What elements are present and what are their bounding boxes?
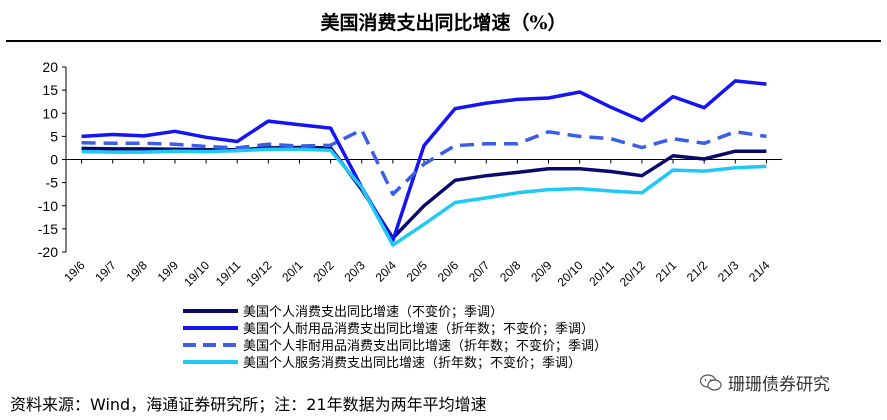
- x-tick-label: 20/1: [279, 258, 306, 285]
- legend: 美国个人消费支出同比增速（不变价；季调）美国个人耐用品消费支出同比增速（折年数；…: [183, 304, 607, 371]
- x-tick-label: 21/4: [746, 258, 773, 285]
- x-tick-label: 20/4: [373, 258, 400, 285]
- series-line: [81, 147, 767, 247]
- y-tick-label: 0: [50, 152, 58, 168]
- y-tick-label: 15: [42, 82, 58, 98]
- x-tick-label: 20/7: [466, 258, 493, 285]
- legend-label: 美国个人耐用品消费支出同比增速（折年数；不变价；季调）: [243, 321, 594, 337]
- x-tick-label: 20/6: [435, 258, 462, 285]
- series-4: [81, 147, 767, 247]
- watermark: 珊珊债券研究: [700, 370, 830, 395]
- legend-label: 美国个人非耐用品消费支出同比增速（折年数；不变价；季调）: [243, 338, 607, 354]
- x-tick-label: 20/11: [586, 258, 617, 289]
- y-tick-label: -15: [38, 221, 58, 237]
- y-tick-label: -20: [38, 244, 58, 260]
- x-tick-label: 20/5: [404, 258, 431, 285]
- y-tick-label: -5: [46, 175, 59, 191]
- title-divider: [6, 40, 881, 42]
- x-tick-label: 19/10: [181, 258, 212, 289]
- series-1: [81, 145, 767, 240]
- x-tick-label: 19/12: [243, 258, 274, 289]
- x-tick-label: 21/3: [715, 258, 742, 285]
- x-tick-label: 21/1: [653, 258, 680, 285]
- x-tick-label: 19/6: [61, 258, 88, 285]
- x-tick-label: 20/9: [528, 258, 555, 285]
- x-tick-label: 19/7: [92, 258, 119, 285]
- x-tick-label: 20/10: [555, 258, 586, 289]
- y-tick-label: -10: [38, 198, 58, 214]
- series-2: [81, 79, 767, 243]
- series-3: [81, 128, 767, 196]
- y-tick-label: 20: [42, 59, 58, 75]
- wechat-icon: [700, 373, 722, 391]
- legend-label: 美国个人消费支出同比增速（不变价；季调）: [243, 304, 503, 320]
- chart-title: 美国消费支出同比增速（%）: [320, 12, 567, 34]
- x-tick-label: 19/8: [124, 258, 151, 285]
- y-tick-label: 5: [50, 128, 58, 144]
- x-tick-label: 19/9: [155, 258, 182, 285]
- series-line: [81, 79, 767, 243]
- series-line: [81, 145, 767, 240]
- x-tick-label: 20/3: [341, 258, 368, 285]
- x-tick-label: 20/2: [310, 258, 337, 285]
- legend-label: 美国个人服务消费支出同比增速（折年数；不变价；季调）: [243, 355, 581, 371]
- x-tick-label: 20/8: [497, 258, 524, 285]
- source-note: 资料来源：Wind，海通证券研究所；注：21年数据为两年平均增速: [10, 395, 487, 414]
- x-tick-label: 20/12: [617, 258, 648, 289]
- x-tick-label: 19/11: [213, 258, 244, 289]
- series-layer: [81, 79, 767, 247]
- y-tick-label: 10: [42, 105, 58, 121]
- x-tick-label: 21/2: [684, 258, 711, 285]
- watermark-text: 珊珊债券研究: [728, 375, 830, 395]
- series-line: [81, 128, 767, 196]
